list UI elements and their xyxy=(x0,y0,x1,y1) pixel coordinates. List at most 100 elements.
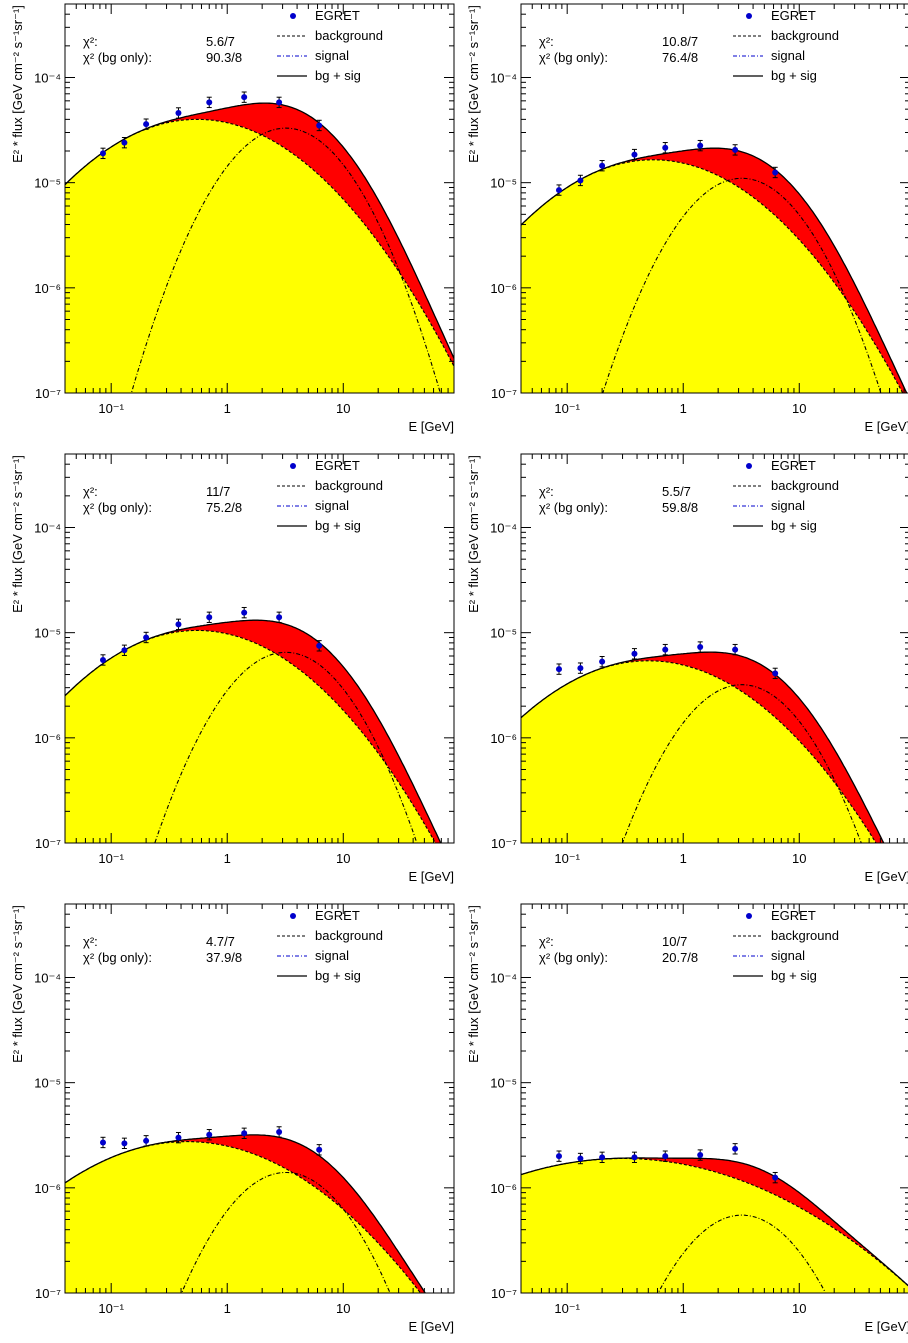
egret-point xyxy=(599,1151,606,1164)
chi2-annotation: χ²: 10.8/7 χ² (bg only): 76.4/8 xyxy=(539,34,698,65)
egret-marker xyxy=(316,642,323,649)
legend-label: signal xyxy=(771,48,805,63)
egret-point xyxy=(276,611,283,623)
signal-curve xyxy=(130,127,441,393)
egret-point xyxy=(662,142,669,154)
chart-panel-3: 10⁻¹ 1 10 E [GeV] 10⁻⁷ 10⁻⁶ 10⁻⁵ 10⁻⁴ E² * flux … xyxy=(10,453,455,884)
egret-point xyxy=(732,144,739,156)
egret-point xyxy=(276,96,283,109)
egret-point xyxy=(555,663,562,675)
chi2-bg-label: χ² (bg only): xyxy=(539,500,608,515)
chi2-label: χ²: xyxy=(83,34,98,49)
signal-curve xyxy=(602,177,882,393)
legend: EGRET background signal bg + sig xyxy=(733,458,839,533)
egret-marker xyxy=(662,646,669,653)
egret-point xyxy=(206,96,213,109)
chi2-bg-label: χ² (bg only): xyxy=(539,50,608,65)
legend-label: background xyxy=(315,928,383,943)
total-curve xyxy=(521,651,885,843)
legend-label: bg + sig xyxy=(315,518,361,533)
egret-marker xyxy=(316,1146,323,1153)
legend-label: bg + sig xyxy=(771,518,817,533)
chi2-value: 5.6/7 xyxy=(206,34,235,49)
legend-label: EGRET xyxy=(315,8,360,23)
x-tick-label: 1 xyxy=(680,1301,687,1316)
excess-area xyxy=(65,103,454,367)
y-axis: 10⁻⁷ 10⁻⁶ 10⁻⁵ 10⁻⁴ E² * flux [GeV cm⁻² s⁻¹s… xyxy=(10,903,454,1301)
x-axis: 10⁻¹ 1 10 E [GeV] xyxy=(64,904,455,1334)
y-axis-label: E² * flux [GeV cm⁻² s⁻¹sr⁻¹] xyxy=(466,905,481,1063)
y-tick-label: 10⁻⁵ xyxy=(490,626,517,641)
egret-point xyxy=(276,1126,283,1138)
legend-egret-marker xyxy=(290,463,296,469)
y-axis-label: E² * flux [GeV cm⁻² s⁻¹sr⁻¹] xyxy=(466,455,481,613)
legend: EGRET background signal bg + sig xyxy=(733,8,839,83)
chi2-label: χ²: xyxy=(539,934,554,949)
x-tick-label: 10⁻¹ xyxy=(554,1301,580,1316)
legend-label: signal xyxy=(315,48,349,63)
y-tick-label: 10⁻⁵ xyxy=(34,626,61,641)
y-tick-label: 10⁻⁵ xyxy=(34,176,61,191)
egret-marker xyxy=(662,1153,669,1160)
egret-point xyxy=(206,1129,213,1141)
background-curve xyxy=(521,660,877,843)
egret-marker xyxy=(206,614,213,621)
x-tick-label: 10⁻¹ xyxy=(554,401,580,416)
egret-point xyxy=(143,1135,150,1147)
chi2-annotation: χ²: 11/7 χ² (bg only): 75.2/8 xyxy=(83,484,242,515)
egret-marker xyxy=(175,621,182,628)
y-tick-label: 10⁻⁶ xyxy=(490,1181,517,1196)
y-axis: 10⁻⁷ 10⁻⁶ 10⁻⁵ 10⁻⁴ E² * flux [GeV cm⁻² s⁻¹s… xyxy=(466,3,908,401)
egret-marker xyxy=(241,94,248,101)
egret-marker xyxy=(316,122,323,129)
egret-marker xyxy=(697,644,704,651)
egret-point xyxy=(599,160,606,172)
egret-marker xyxy=(99,150,106,157)
egret-marker xyxy=(99,1139,106,1146)
legend-label: EGRET xyxy=(315,908,360,923)
x-tick-label: 10⁻¹ xyxy=(98,851,124,866)
egret-marker xyxy=(697,1152,704,1159)
y-tick-label: 10⁻⁷ xyxy=(491,1286,517,1301)
legend-egret-marker xyxy=(746,913,752,919)
background-area xyxy=(65,630,436,843)
x-tick-label: 10 xyxy=(792,401,806,416)
background-area xyxy=(521,660,877,843)
egret-marker xyxy=(241,609,248,616)
legend-label: background xyxy=(771,28,839,43)
egret-point xyxy=(316,119,323,132)
plot-area xyxy=(521,641,885,843)
chi2-value: 5.5/7 xyxy=(662,484,691,499)
egret-marker xyxy=(732,146,739,153)
egret-marker xyxy=(599,658,606,665)
chi2-value: 4.7/7 xyxy=(206,934,235,949)
total-curve xyxy=(521,1157,908,1287)
egret-marker xyxy=(143,1137,150,1144)
x-axis: 10⁻¹ 1 10 E [GeV] xyxy=(520,454,908,884)
legend-label: EGRET xyxy=(771,8,816,23)
legend-label: background xyxy=(771,928,839,943)
egret-marker xyxy=(121,139,128,146)
egret-point xyxy=(599,655,606,668)
x-axis-label: E [GeV] xyxy=(864,419,908,434)
y-axis: 10⁻⁷ 10⁻⁶ 10⁻⁵ 10⁻⁴ E² * flux [GeV cm⁻² s⁻¹s… xyxy=(10,453,454,851)
egret-marker xyxy=(175,109,182,116)
chi2-annotation: χ²: 10/7 χ² (bg only): 20.7/8 xyxy=(539,934,698,965)
x-tick-label: 1 xyxy=(680,401,687,416)
plot-area xyxy=(521,139,908,393)
x-tick-label: 10 xyxy=(336,1301,350,1316)
chart-panel-6: 10⁻¹ 1 10 E [GeV] 10⁻⁷ 10⁻⁶ 10⁻⁵ 10⁻⁴ E² * flux … xyxy=(466,903,908,1334)
x-axis-label: E [GeV] xyxy=(408,419,454,434)
egret-marker xyxy=(599,1154,606,1161)
egret-point xyxy=(662,643,669,656)
egret-marker xyxy=(206,99,213,106)
egret-marker xyxy=(143,634,150,641)
x-tick-label: 10 xyxy=(792,1301,806,1316)
egret-marker xyxy=(732,1145,739,1152)
chi2-label: χ²: xyxy=(83,934,98,949)
legend-label: signal xyxy=(771,948,805,963)
y-tick-label: 10⁻⁶ xyxy=(34,281,61,296)
legend-egret-marker xyxy=(290,913,296,919)
background-area xyxy=(521,159,903,393)
x-tick-label: 10⁻¹ xyxy=(98,1301,124,1316)
